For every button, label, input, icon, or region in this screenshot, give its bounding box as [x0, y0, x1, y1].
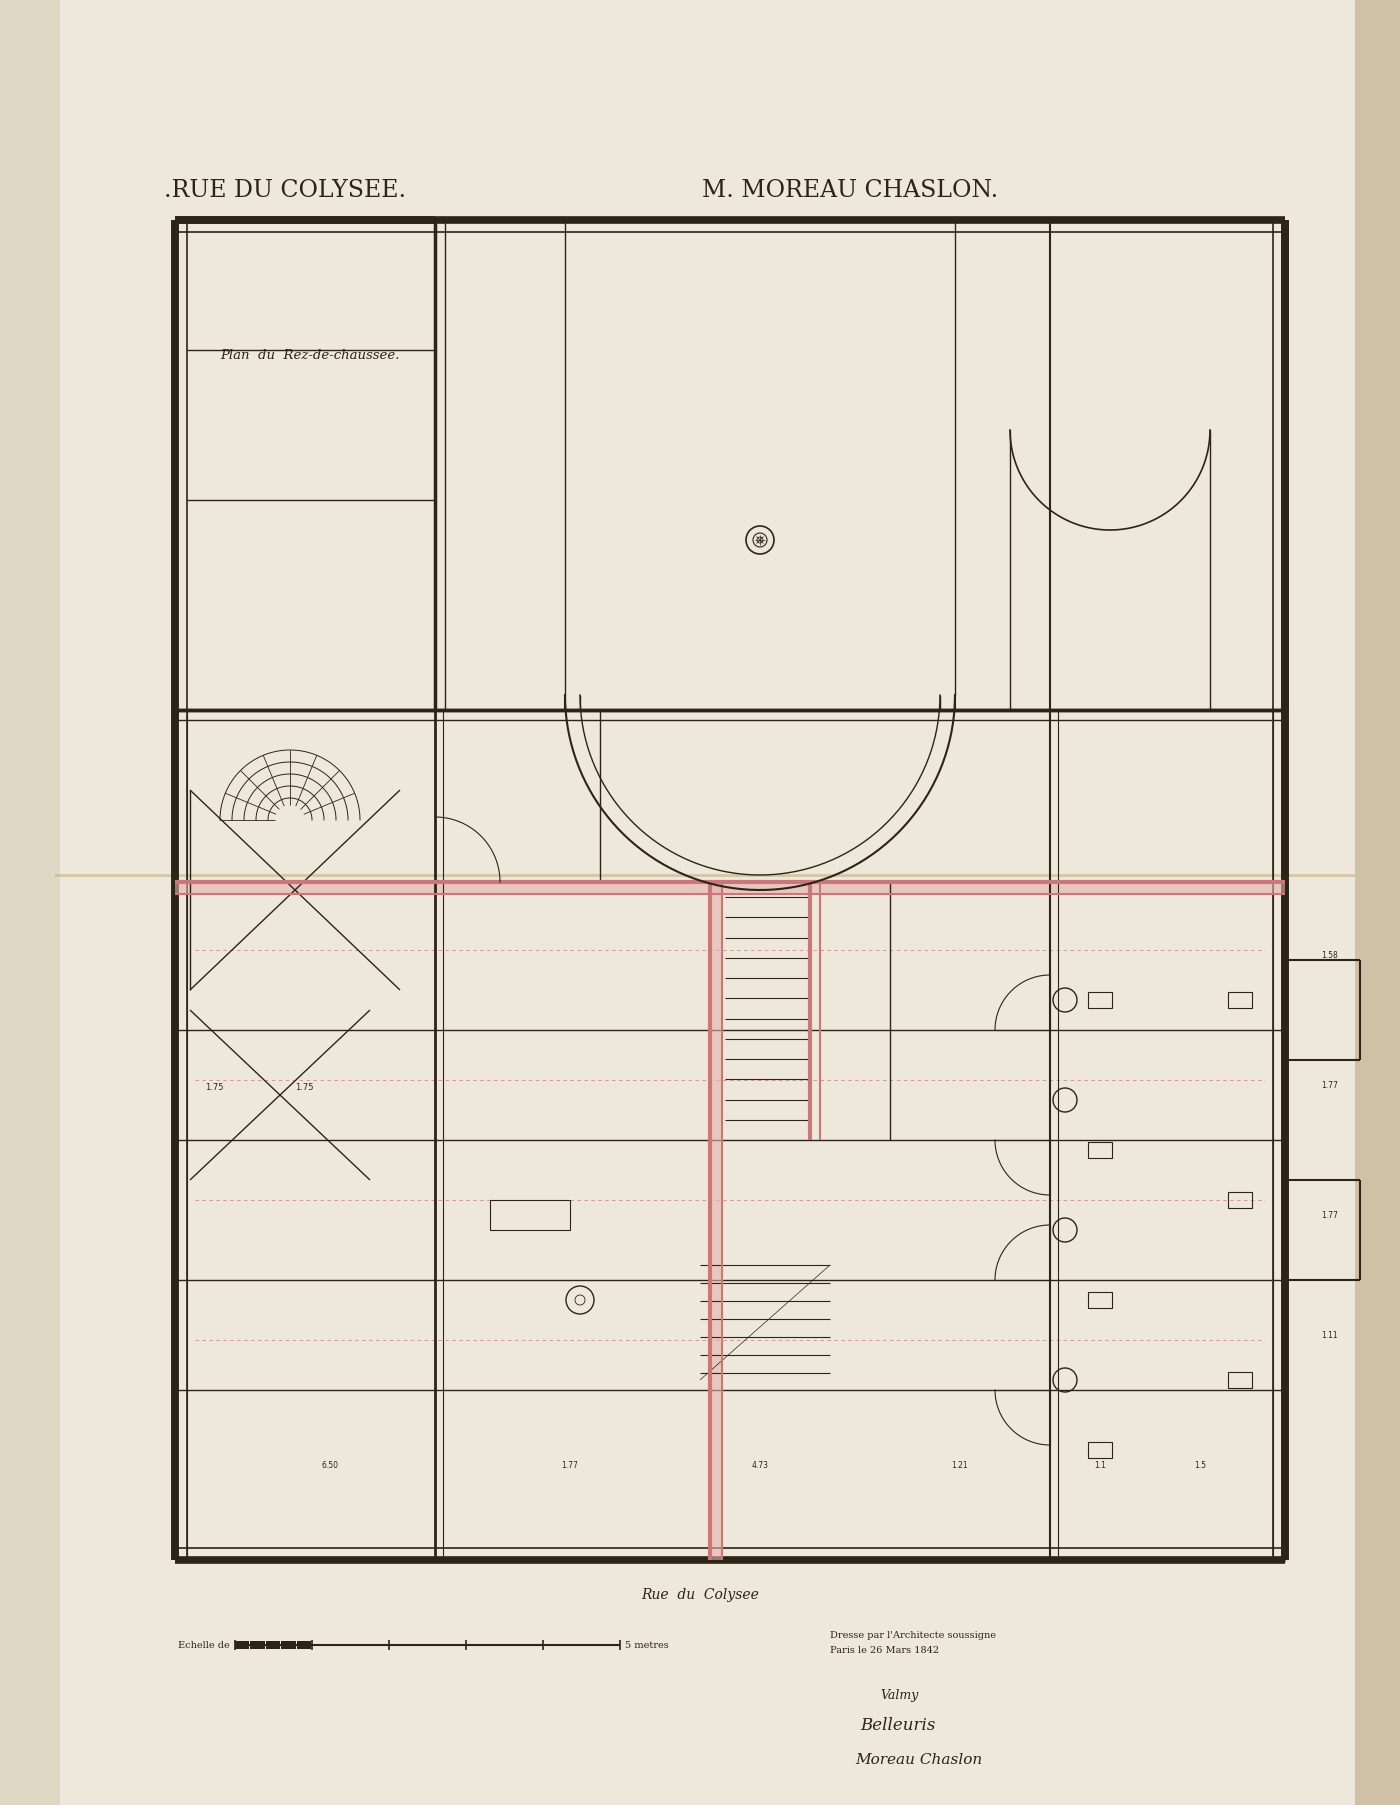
Bar — [1088, 993, 1112, 1007]
Text: Paris le 26 Mars 1842: Paris le 26 Mars 1842 — [830, 1646, 939, 1655]
Text: 1.58: 1.58 — [1322, 951, 1338, 960]
Bar — [1088, 1143, 1112, 1159]
Text: Echelle de: Echelle de — [178, 1641, 230, 1650]
Bar — [0, 0, 60, 1805]
Text: 1.75: 1.75 — [204, 1083, 224, 1092]
Bar — [1088, 1442, 1112, 1458]
Text: 1.21: 1.21 — [952, 1460, 969, 1469]
Bar — [1228, 1372, 1252, 1388]
Bar — [297, 1641, 311, 1650]
Text: Belleuris: Belleuris — [860, 1717, 935, 1733]
Bar — [235, 1641, 249, 1650]
Bar — [1355, 0, 1400, 1805]
Text: 5 metres: 5 metres — [624, 1641, 669, 1650]
Bar — [266, 1641, 280, 1650]
Text: 6.50: 6.50 — [322, 1460, 339, 1469]
Bar — [1228, 1191, 1252, 1208]
Bar — [490, 1200, 570, 1229]
Text: 1.1: 1.1 — [1093, 1460, 1106, 1469]
Text: M. MOREAU CHASLON.: M. MOREAU CHASLON. — [701, 179, 998, 202]
Text: Plan  du  Rez-de-chaussee.: Plan du Rez-de-chaussee. — [220, 348, 399, 361]
Text: 1.75: 1.75 — [295, 1083, 314, 1092]
Text: Dresse par l'Architecte soussigne: Dresse par l'Architecte soussigne — [830, 1630, 995, 1639]
Text: 1.77: 1.77 — [1322, 1081, 1338, 1090]
Text: Moreau Chaslon: Moreau Chaslon — [855, 1753, 983, 1767]
Bar — [1088, 1292, 1112, 1309]
Text: Rue  du  Colysee: Rue du Colysee — [641, 1588, 759, 1603]
Text: 1.77: 1.77 — [561, 1460, 578, 1469]
Text: 4.73: 4.73 — [752, 1460, 769, 1469]
Text: 1.11: 1.11 — [1322, 1330, 1338, 1339]
Bar — [55, 874, 1355, 877]
Text: 1.77: 1.77 — [1322, 1211, 1338, 1220]
Bar — [251, 1641, 265, 1650]
Bar — [281, 1641, 295, 1650]
Bar — [1228, 993, 1252, 1007]
Text: .RUE DU COLYSEE.: .RUE DU COLYSEE. — [164, 179, 406, 202]
Text: 1.5: 1.5 — [1194, 1460, 1205, 1469]
Text: Valmy: Valmy — [881, 1688, 918, 1702]
Bar — [710, 883, 722, 1560]
Bar — [175, 883, 1285, 893]
